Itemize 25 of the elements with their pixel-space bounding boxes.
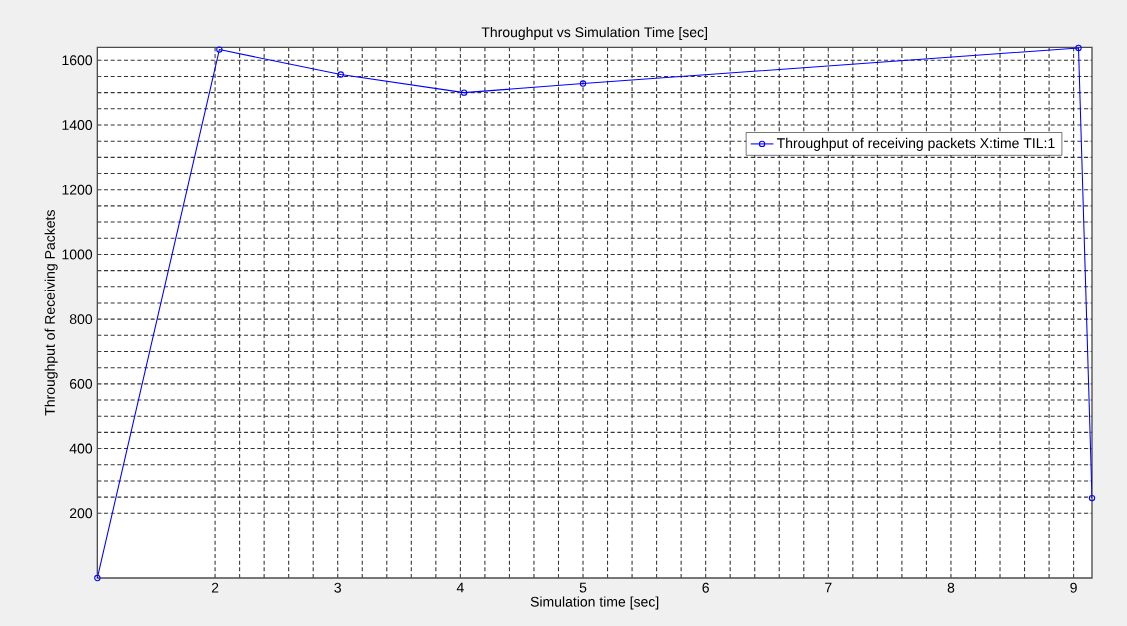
y-tick-label: 200 [69, 508, 93, 519]
y-tick-label: 400 [69, 443, 93, 454]
x-tick-label: 5 [579, 582, 587, 593]
legend-label: Throughput of receiving packets X:time TIL:1 [776, 137, 1055, 151]
y-tick-label: 1600 [62, 55, 93, 66]
x-axis-title: Simulation time [sec] [530, 596, 659, 610]
y-tick-label: 1000 [62, 249, 93, 260]
x-tick-label: 7 [825, 582, 832, 593]
y-tick-label: 1200 [62, 184, 93, 195]
y-axis-title: Throughput of Receiving Packets [44, 210, 58, 416]
chart-title: Throughput vs Simulation Time [sec] [481, 26, 707, 40]
y-tick-label: 600 [69, 378, 93, 389]
x-tick-label: 6 [702, 582, 709, 593]
point [579, 80, 587, 87]
x-tick-label: 4 [456, 582, 464, 593]
point [460, 89, 468, 96]
y-tick-label: 1400 [62, 120, 93, 130]
y-tick-label: 800 [69, 314, 93, 325]
point [216, 46, 223, 53]
x-tick-label: 3 [334, 582, 342, 593]
x-tick-label: 9 [1070, 582, 1077, 593]
point [337, 71, 344, 78]
point [1075, 44, 1082, 52]
x-tick-label: 2 [211, 582, 219, 593]
x-tick-label: 8 [947, 582, 955, 593]
